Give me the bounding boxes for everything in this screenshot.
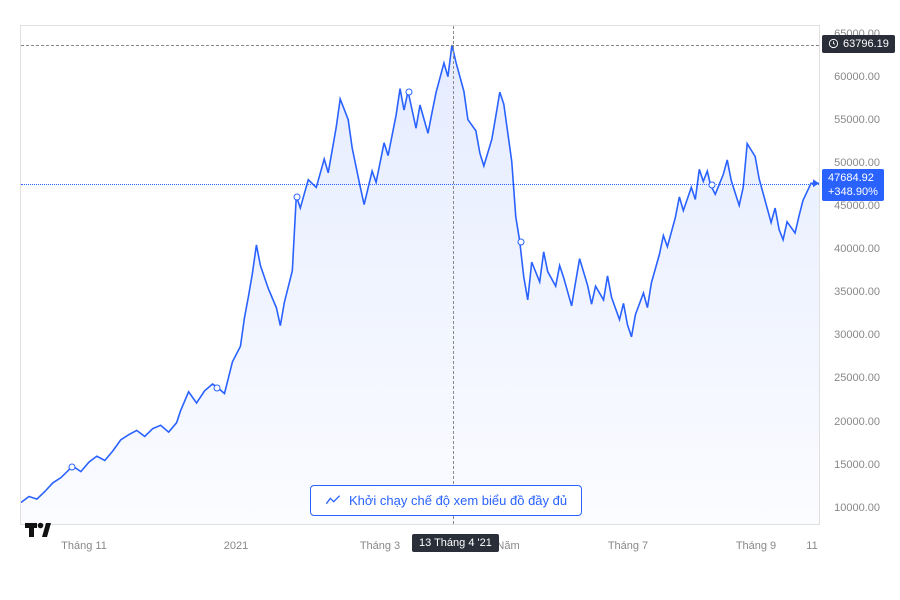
y-tick-label: 10000.00 [834, 502, 880, 514]
data-marker [406, 88, 413, 95]
y-tick-label: 30000.00 [834, 329, 880, 341]
area-fill [21, 45, 819, 524]
y-tick-label: 55000.00 [834, 114, 880, 126]
chart-plot-area[interactable] [20, 25, 820, 525]
line-chart-svg [21, 26, 819, 524]
launch-full-view-button[interactable]: Khởi chạy chế độ xem biểu đồ đầy đủ [310, 485, 582, 516]
current-price-badge: 47684.92 +348.90% [822, 169, 884, 202]
y-tick-label: 40000.00 [834, 243, 880, 255]
y-tick-label: 25000.00 [834, 372, 880, 384]
x-tick-label: Tháng 9 [736, 540, 776, 552]
y-tick-label: 15000.00 [834, 459, 880, 471]
crosshair-price-value: 63796.19 [843, 38, 889, 50]
y-tick-label: 45000.00 [834, 200, 880, 212]
launch-button-label: Khởi chạy chế độ xem biểu đồ đầy đủ [349, 493, 567, 508]
data-marker [69, 464, 76, 471]
crosshair-price-badge: 63796.19 [822, 35, 895, 53]
y-axis: 65000.0060000.0055000.0050000.0045000.00… [820, 25, 880, 525]
x-tick-label: 11 [806, 540, 817, 552]
data-marker [214, 385, 221, 392]
x-tick-label: Tháng 7 [608, 540, 648, 552]
x-tick-label: Năm [496, 540, 519, 552]
data-marker [709, 182, 716, 189]
x-tick-label: Tháng 11 [61, 540, 107, 552]
y-tick-label: 35000.00 [834, 286, 880, 298]
chart-icon [325, 494, 341, 508]
y-tick-label: 50000.00 [834, 157, 880, 169]
x-tick-label: Tháng 3 [360, 540, 400, 552]
crosshair-date-badge: 13 Tháng 4 '21 [412, 534, 499, 552]
y-tick-label: 20000.00 [834, 416, 880, 428]
data-marker [518, 239, 525, 246]
tradingview-logo[interactable] [25, 520, 51, 538]
crosshair-date-value: 13 Tháng 4 '21 [419, 537, 492, 549]
current-price-change: +348.90% [828, 185, 878, 199]
current-price-value: 47684.92 [828, 171, 878, 185]
data-marker [294, 193, 301, 200]
x-tick-label: 2021 [224, 540, 248, 552]
y-tick-label: 60000.00 [834, 71, 880, 83]
clock-icon [828, 38, 839, 49]
